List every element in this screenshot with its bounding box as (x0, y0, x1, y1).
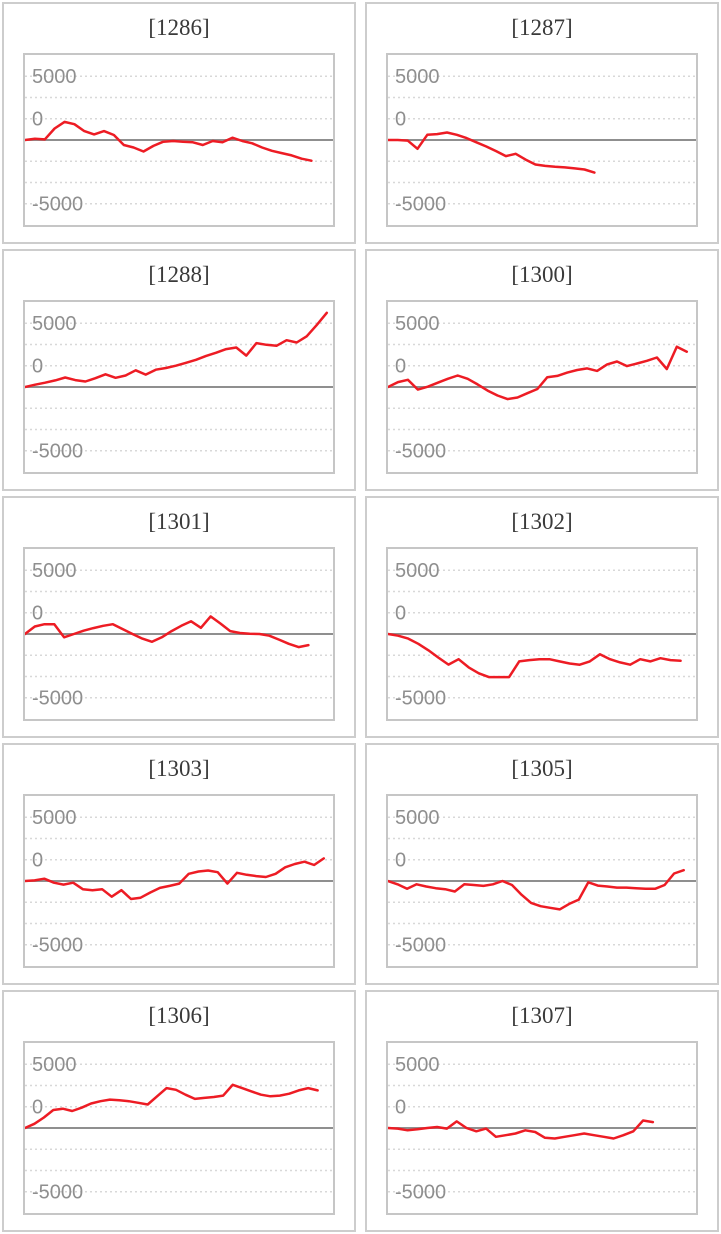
chart-plot-area: 5000 0 -5000 (386, 53, 698, 227)
y-axis-tick-label: -5000 (395, 1182, 446, 1204)
data-series-line (25, 311, 329, 389)
data-series-line (388, 131, 596, 174)
y-axis-tick-label: 0 (32, 356, 43, 378)
chart-title: [1305] (511, 756, 573, 781)
data-series-line (25, 615, 310, 649)
chart-plot-area: 5000 0 -5000 (386, 1041, 698, 1215)
data-series-line (388, 632, 682, 679)
y-axis-tick-label: 5000 (395, 66, 440, 88)
y-axis-tick-label: -5000 (32, 194, 83, 216)
y-axis-tick-label: 0 (395, 109, 406, 131)
chart-title: [1301] (148, 509, 210, 534)
y-axis-tick-label: -5000 (32, 1182, 83, 1204)
chart-panel: [1301] 5000 0 -5000 (2, 496, 356, 738)
y-axis-tick-label: 5000 (32, 560, 77, 582)
y-axis-tick-label: 5000 (395, 1054, 440, 1076)
y-axis-tick-label: 0 (395, 850, 406, 872)
data-series-line (25, 1083, 319, 1130)
chart-plot-area: 5000 0 -5000 (23, 794, 335, 968)
y-axis-tick-label: -5000 (32, 688, 83, 710)
chart-title: [1286] (148, 15, 210, 40)
y-axis-tick-label: 0 (395, 356, 406, 378)
y-axis-tick-label: 5000 (32, 1054, 77, 1076)
y-axis-tick-label: -5000 (32, 935, 83, 957)
chart-plot-area: 5000 0 -5000 (386, 547, 698, 721)
chart-panel: [1300] 5000 0 -5000 (365, 249, 719, 491)
chart-plot-area: 5000 0 -5000 (23, 1041, 335, 1215)
chart-title: [1287] (511, 15, 573, 40)
sparkline-chart: 5000 0 -5000 (388, 1054, 696, 1204)
chart-title: [1302] (511, 509, 573, 534)
y-axis-tick-label: -5000 (395, 935, 446, 957)
y-axis-tick-label: 0 (395, 603, 406, 625)
chart-title: [1288] (148, 262, 210, 287)
y-axis-tick-label: 0 (32, 109, 43, 131)
chart-panel: [1287] 5000 0 -5000 (365, 2, 719, 244)
chart-panel: [1302] 5000 0 -5000 (365, 496, 719, 738)
sparkline-chart: 5000 0 -5000 (25, 311, 333, 463)
sparkline-chart: 5000 0 -5000 (388, 313, 696, 463)
chart-plot-area: 5000 0 -5000 (23, 547, 335, 721)
y-axis-tick-label: 5000 (32, 807, 77, 829)
y-axis-tick-label: 5000 (395, 807, 440, 829)
chart-title: [1306] (148, 1003, 210, 1028)
chart-panel: [1306] 5000 0 -5000 (2, 990, 356, 1232)
data-series-line (388, 1119, 655, 1140)
data-series-line (388, 868, 685, 911)
chart-panel: [1288] 5000 0 -5000 (2, 249, 356, 491)
chart-plot-area: 5000 0 -5000 (23, 53, 335, 227)
chart-title: [1307] (511, 1003, 573, 1028)
sparkline-chart: 5000 0 -5000 (388, 66, 696, 216)
y-axis-tick-label: 0 (32, 603, 43, 625)
sparkline-chart: 5000 0 -5000 (388, 807, 696, 957)
chart-plot-area: 5000 0 -5000 (386, 300, 698, 474)
chart-panel: [1286] 5000 0 -5000 (2, 2, 356, 244)
chart-plot-area: 5000 0 -5000 (386, 794, 698, 968)
data-series-line (25, 857, 326, 901)
y-axis-tick-label: -5000 (395, 441, 446, 463)
chart-plot-area: 5000 0 -5000 (23, 300, 335, 474)
sparkline-chart: 5000 0 -5000 (388, 560, 696, 710)
y-axis-tick-label: 5000 (395, 560, 440, 582)
chart-panel: [1305] 5000 0 -5000 (365, 743, 719, 985)
y-axis-tick-label: 5000 (32, 313, 77, 335)
chart-title: [1300] (511, 262, 573, 287)
y-axis-tick-label: -5000 (395, 688, 446, 710)
y-axis-tick-label: -5000 (395, 194, 446, 216)
y-axis-tick-label: 5000 (32, 66, 77, 88)
y-axis-tick-label: -5000 (32, 441, 83, 463)
sparkline-chart: 5000 0 -5000 (25, 807, 333, 957)
data-series-line (25, 120, 313, 162)
y-axis-tick-label: 5000 (395, 313, 440, 335)
chart-panel: [1307] 5000 0 -5000 (365, 990, 719, 1232)
sparkline-chart: 5000 0 -5000 (25, 1054, 333, 1204)
y-axis-tick-label: 0 (32, 1097, 43, 1119)
sparkline-chart: 5000 0 -5000 (25, 560, 333, 710)
chart-title: [1303] (148, 756, 210, 781)
data-series-line (388, 345, 689, 401)
sparkline-chart: 5000 0 -5000 (25, 66, 333, 216)
y-axis-tick-label: 0 (395, 1097, 406, 1119)
y-axis-tick-label: 0 (32, 850, 43, 872)
chart-panel: [1303] 5000 0 -5000 (2, 743, 356, 985)
